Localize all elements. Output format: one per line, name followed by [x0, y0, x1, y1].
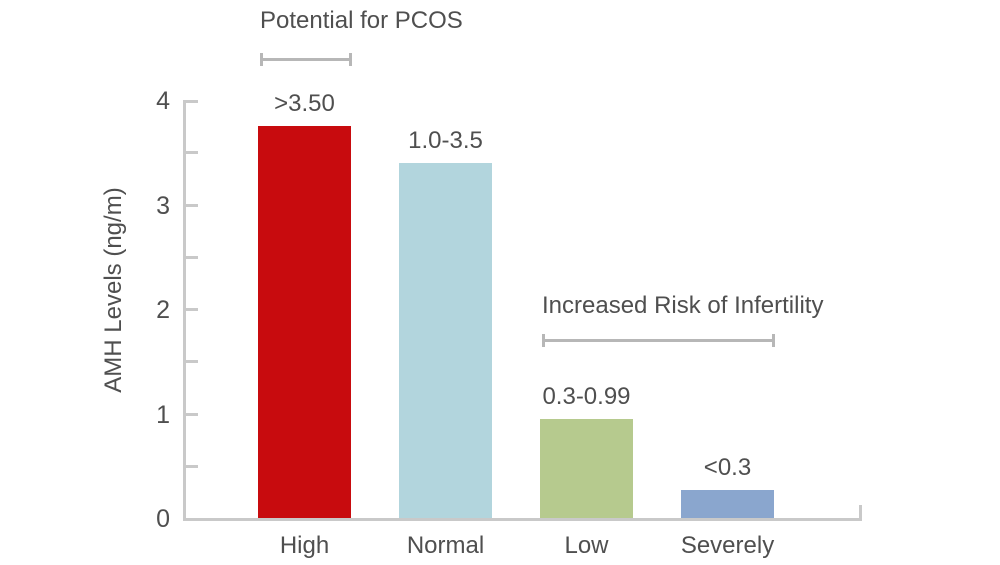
y-tick-label: 1 [156, 400, 170, 429]
y-tick-label: 3 [156, 191, 170, 220]
annotation-bracket-end-tick [349, 53, 352, 66]
y-axis-line [183, 100, 186, 521]
annotation-text: Increased Risk of Infertility [542, 292, 824, 319]
y-axis-title: AMH Levels (ng/m) [100, 187, 127, 393]
bar-normal [399, 162, 492, 518]
bar-value-label: 0.3-0.99 [542, 382, 631, 410]
bar-value-label: 1.0-3.5 [408, 126, 483, 154]
bar-high [258, 126, 351, 518]
bar-low [540, 418, 633, 518]
bar-severely [681, 489, 774, 518]
x-category-label: High [279, 532, 330, 559]
y-tick-label: 2 [156, 296, 170, 324]
x-axis-end-tick [859, 505, 862, 521]
annotation-text: Potential for PCOS [260, 7, 463, 34]
y-axis-tick [186, 360, 198, 364]
annotation-bracket-line [260, 58, 349, 61]
y-axis-tick [186, 412, 198, 416]
y-axis-tick [186, 151, 198, 155]
annotation-bracket-line [542, 339, 772, 342]
y-axis-tick [186, 203, 198, 207]
y-axis-top-tick [186, 100, 198, 103]
y-tick-label: 4 [156, 87, 170, 115]
bar-value-label: >3.50 [274, 90, 335, 118]
x-category-label: Low [564, 532, 609, 559]
annotation-bracket-end-tick [772, 334, 775, 347]
y-axis-tick [186, 464, 198, 468]
y-tick-label: 0 [156, 505, 170, 533]
y-axis-tick [186, 308, 198, 311]
annotation-bracket-end-tick [260, 53, 263, 66]
x-category-label: Normal [406, 532, 485, 559]
annotation-bracket-end-tick [542, 334, 545, 347]
x-category-label: Severely [680, 532, 775, 559]
x-axis-line [183, 518, 862, 521]
bar-value-label: <0.3 [703, 453, 752, 481]
y-axis-tick [186, 255, 198, 259]
